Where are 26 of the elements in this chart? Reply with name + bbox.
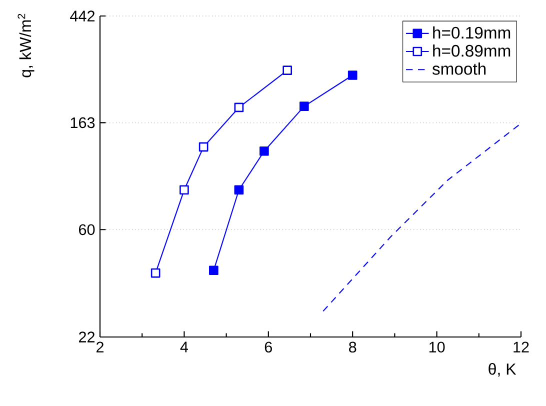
x-tick-label: 2 (96, 342, 104, 352)
point (209, 266, 218, 276)
y-tick-label: 163 (70, 117, 95, 128)
legend-label: h=0.19mm (433, 26, 510, 39)
y-axis-title: q, kW/m$^{2}$ (18, 14, 34, 78)
point (198, 142, 208, 152)
x-tick-label: 4 (180, 342, 188, 352)
y-tick-label: 22 (79, 332, 95, 342)
point (260, 146, 269, 156)
x-tick-label: 10 (429, 342, 445, 353)
point (234, 185, 244, 195)
point (348, 70, 358, 80)
x-tick-label: 8 (349, 342, 356, 353)
point (180, 185, 189, 195)
point (282, 66, 292, 75)
y-tick-label: 442 (70, 10, 95, 22)
point (234, 102, 244, 112)
point (150, 268, 160, 278)
line-series (322, 122, 521, 312)
point (300, 102, 309, 111)
x-axis-title: θ, K (488, 363, 516, 377)
y-tick-label: 60 (79, 224, 95, 236)
x-tick-label: 12 (514, 342, 529, 352)
legend-label: smooth (432, 62, 486, 75)
x-tick-label: 6 (264, 342, 272, 353)
legend-label: h=0.89mm (433, 44, 510, 57)
